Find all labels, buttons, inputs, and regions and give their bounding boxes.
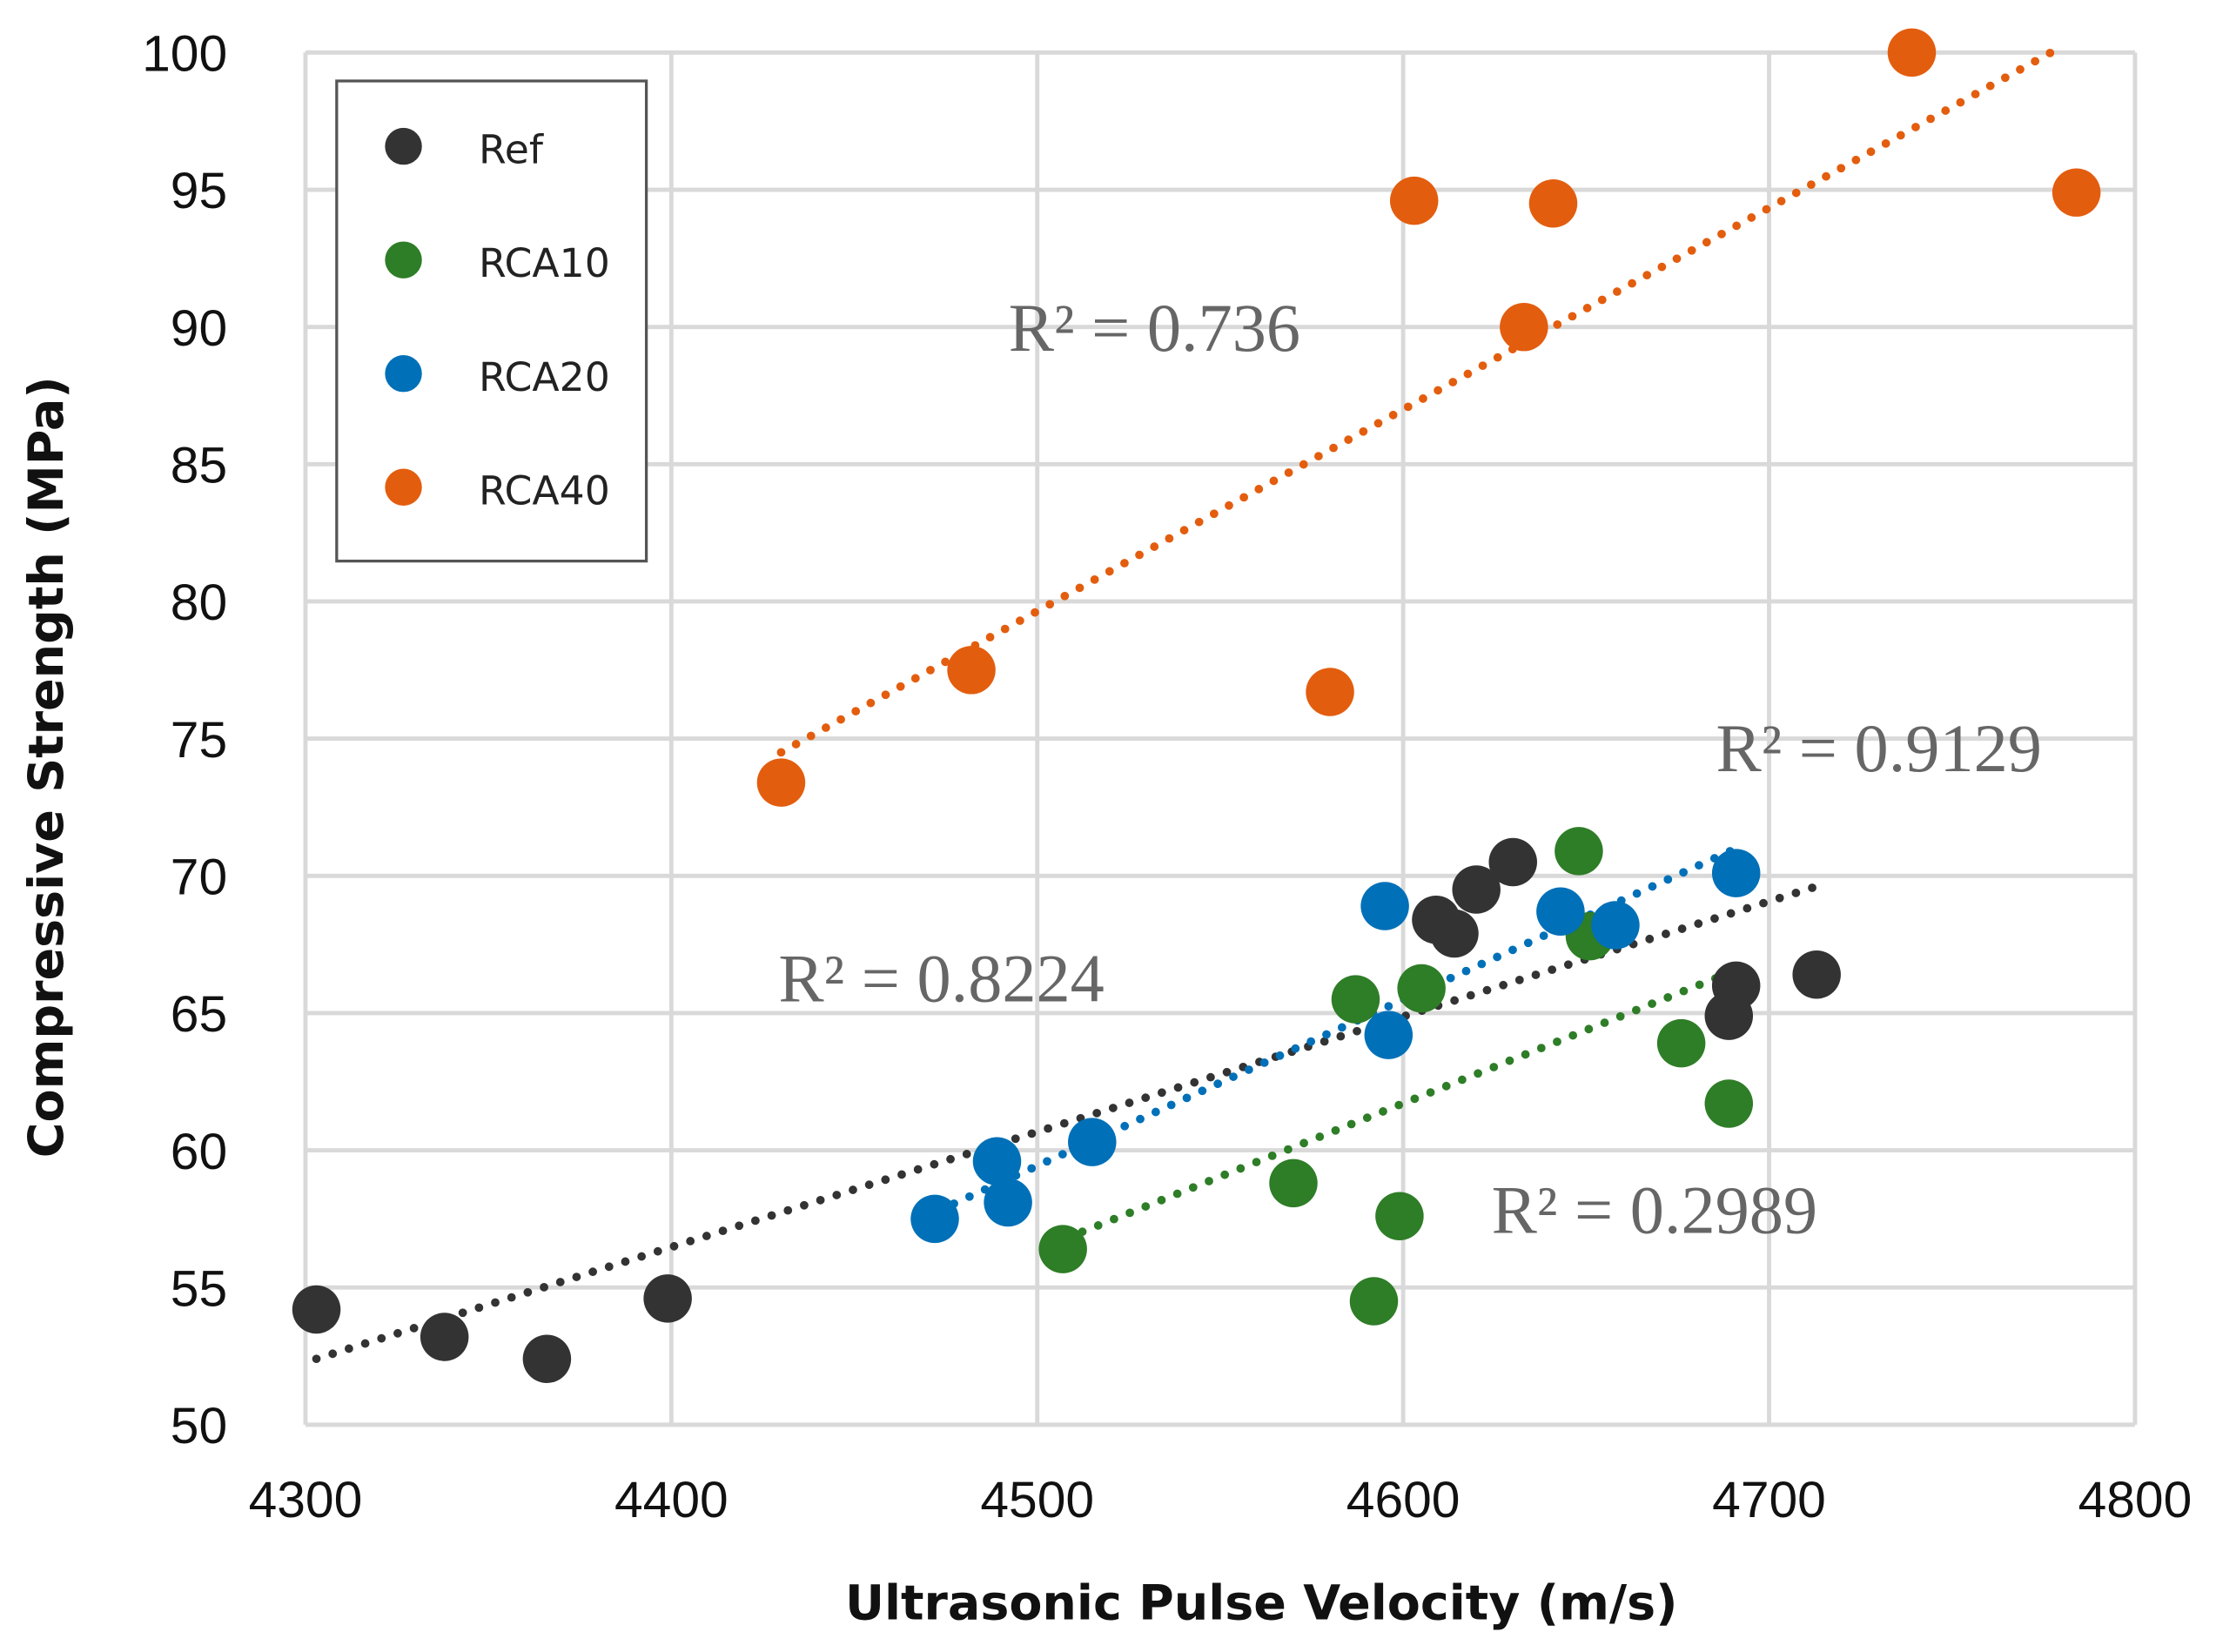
point-rca40 [1306,668,1354,716]
y-axis-title: Compressive Strength (MPa) [19,376,75,1158]
point-rca20 [1364,1011,1414,1059]
y-tick-label: 90 [171,300,227,357]
legend-label-rca40: RCA40 [479,467,610,514]
r2-label-rca40: R² = 0.736 [1009,290,1300,366]
point-rca20 [972,1137,1022,1185]
point-rca10 [1269,1158,1318,1208]
point-ref [1488,837,1537,887]
legend-label-rca20: RCA20 [479,354,610,400]
x-tick-label: 4300 [249,1472,363,1528]
r2-label-rca10: R² = 0.2989 [1492,1172,1817,1248]
y-tick-label: 95 [171,163,227,219]
point-rca20 [1536,887,1585,937]
x-tick-label: 4700 [1712,1472,1826,1528]
y-tick-label: 85 [171,438,227,494]
x-tick-label: 4800 [2078,1472,2192,1528]
point-ref [522,1334,572,1383]
point-rca40 [756,758,806,807]
x-tick-label: 4600 [1346,1472,1461,1528]
y-tick-label: 100 [142,26,227,83]
point-ref [1711,961,1761,1011]
data-points [292,28,2101,1383]
point-rca20 [1711,849,1761,897]
point-rca10 [1397,964,1446,1013]
point-ref [420,1313,469,1361]
legend-marker-rca40 [385,468,422,506]
point-rca20 [1591,901,1640,950]
grid [303,50,2138,1427]
point-rca40 [1887,28,1937,77]
trendline-rca10 [1062,973,1722,1243]
y-tick-label: 50 [171,1398,227,1454]
y-tick-label: 55 [171,1260,227,1317]
r2-label-rca20: R² = 0.9129 [1716,710,2041,786]
point-rca10 [1704,1079,1754,1128]
point-rca10 [1656,1018,1706,1068]
point-rca40 [947,646,996,695]
y-tick-label: 75 [171,712,227,769]
point-rca40 [1528,179,1578,228]
x-axis-title: Ultrasonic Pulse Velocity (m/s) [845,1575,1678,1631]
tick-labels: 4300 4400 4500 4600 4700 4800 50 55 60 65 70 75 80 85… [142,26,2192,1528]
legend-marker-ref [385,127,422,165]
legend-label-rca10: RCA10 [479,240,610,286]
point-ref [292,1285,341,1334]
point-ref [1792,950,1841,999]
point-rca20 [1068,1118,1117,1166]
legend-marker-rca20 [385,354,422,393]
y-tick-label: 60 [171,1124,227,1180]
r2-label-ref: R² = 0.8224 [778,941,1104,1017]
point-rca40 [1389,176,1439,225]
point-rca10 [1555,827,1603,876]
point-ref [1430,909,1479,958]
point-ref [1452,865,1501,914]
y-tick-label: 65 [171,986,227,1043]
x-tick-label: 4500 [980,1472,1094,1528]
point-rca10 [1038,1225,1087,1273]
y-tick-label: 70 [171,849,227,905]
legend: Ref RCA10 RCA20 RCA40 [335,79,648,563]
point-rca20 [984,1178,1032,1227]
trendline-rca40 [776,48,2056,757]
y-tick-label: 80 [171,574,227,631]
point-ref [643,1274,692,1323]
x-tick-label: 4400 [614,1472,729,1528]
point-rca10 [1375,1192,1424,1240]
point-rca40 [2051,168,2101,217]
legend-label-ref: Ref [479,127,544,173]
point-rca40 [1500,302,1548,352]
point-rca10 [1331,975,1380,1024]
point-rca10 [1349,1277,1399,1326]
point-rca20 [910,1194,959,1244]
legend-marker-rca10 [385,241,422,279]
point-rca20 [1360,882,1409,930]
